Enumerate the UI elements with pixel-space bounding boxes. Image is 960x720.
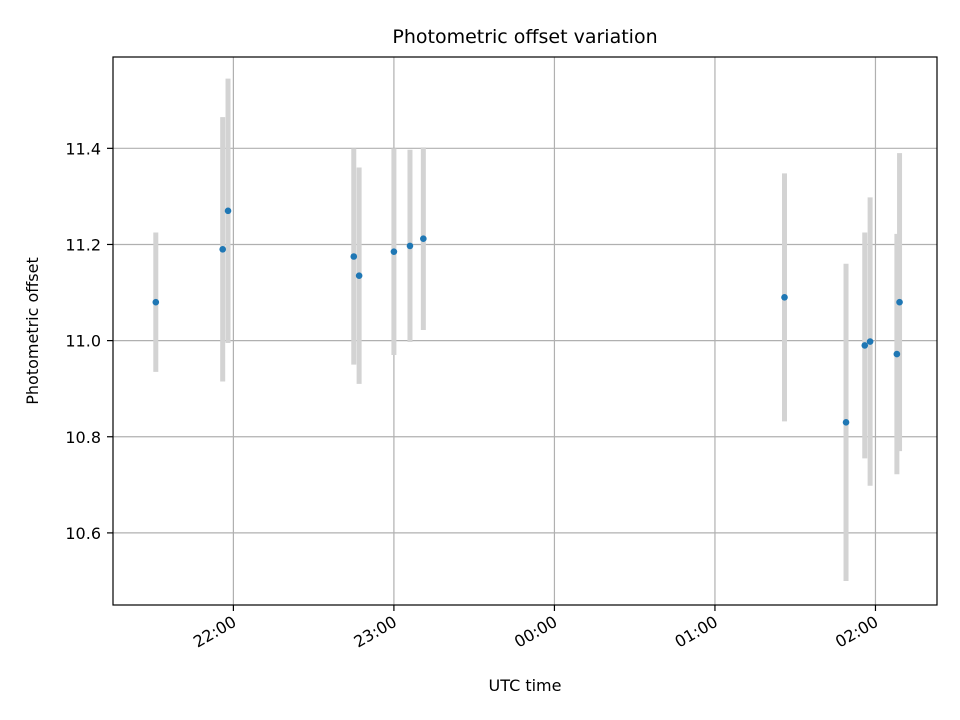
y-axis-label: Photometric offset xyxy=(23,257,42,405)
data-point xyxy=(355,272,363,280)
y-tick-label: 11.0 xyxy=(65,332,101,351)
y-tick-label: 10.6 xyxy=(65,524,101,543)
x-axis-ticks: 22:00 23:00 00:00 01:00 02:00 xyxy=(190,605,881,652)
data-point xyxy=(893,350,901,358)
data-point xyxy=(152,298,160,306)
error-bars xyxy=(153,78,903,581)
x-tick-label: 22:00 xyxy=(190,612,239,652)
y-tick-label: 11.2 xyxy=(65,235,101,254)
x-tick-label: 00:00 xyxy=(511,612,560,652)
data-point xyxy=(896,298,903,306)
data-point xyxy=(842,419,850,426)
data-point xyxy=(861,342,869,349)
chart-title: Photometric offset variation xyxy=(392,26,657,48)
data-point xyxy=(781,294,788,301)
y-tick-label: 10.8 xyxy=(65,428,101,447)
data-point xyxy=(390,248,398,255)
data-point xyxy=(219,245,226,253)
x-tick-label: 23:00 xyxy=(350,612,399,652)
grid xyxy=(113,57,937,605)
x-tick-label: 02:00 xyxy=(832,612,881,652)
data-point xyxy=(406,242,414,250)
data-points xyxy=(152,207,903,426)
y-axis-ticks: 10.6 10.8 11.0 11.2 11.4 xyxy=(65,139,113,543)
x-axis-label: UTC time xyxy=(489,676,562,695)
data-point xyxy=(350,253,358,260)
y-tick-label: 11.4 xyxy=(65,139,101,158)
x-tick-label: 01:00 xyxy=(672,612,721,652)
data-point xyxy=(420,235,427,243)
data-point xyxy=(224,207,232,215)
data-point xyxy=(866,338,874,345)
plot-frame xyxy=(112,56,938,606)
